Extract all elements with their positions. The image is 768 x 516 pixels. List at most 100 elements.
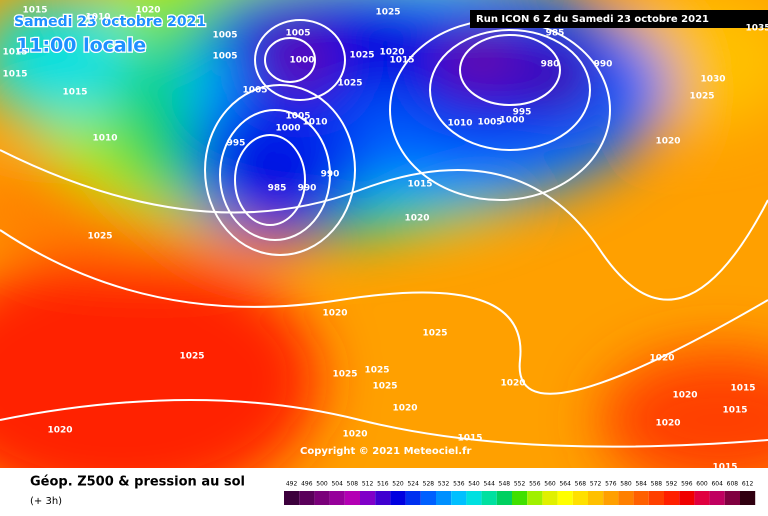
legend-label: 512	[362, 481, 374, 488]
legend-label: 504	[331, 481, 343, 488]
run-info: Run ICON 6 Z du Samedi 23 octobre 2021	[476, 14, 709, 25]
legend-label: 516	[377, 481, 389, 488]
legend-swatch	[572, 491, 588, 505]
isobar-label: 1000	[275, 124, 300, 134]
legend-swatch	[709, 491, 725, 505]
legend-label: 500	[316, 481, 328, 488]
legend-swatch	[466, 491, 482, 505]
legend-label: 540	[468, 481, 480, 488]
isobar-label: 1015	[2, 48, 27, 58]
isobar-label: 1005	[242, 86, 267, 96]
legend-label: 496	[301, 481, 313, 488]
isobar-label: 1015	[722, 406, 747, 416]
legend-label: 532	[438, 481, 450, 488]
legend-swatch	[451, 491, 467, 505]
legend-swatch	[512, 491, 528, 505]
isobar-label: 990	[298, 184, 317, 194]
legend-swatch	[527, 491, 543, 505]
legend-swatch	[375, 491, 391, 505]
legend-label: 584	[635, 481, 647, 488]
isobar-label: 1015	[2, 70, 27, 80]
isobar-label: 1010	[85, 13, 110, 23]
isobar-label: 1025	[337, 79, 362, 89]
legend-swatch	[648, 491, 664, 505]
isobar-label: 1025	[372, 382, 397, 392]
isobar-label: 1015	[407, 180, 432, 190]
isobar-label: 1020	[392, 404, 417, 414]
legend-label: 592	[666, 481, 678, 488]
isobar-label: 995	[513, 108, 532, 118]
legend-swatch	[344, 491, 360, 505]
local-time: 11:00 locale	[16, 35, 146, 57]
copyright: Copyright © 2021 Meteociel.fr	[300, 446, 471, 457]
isobar-label: 1010	[302, 118, 327, 128]
legend-swatch	[724, 491, 740, 505]
legend-label: 596	[681, 481, 693, 488]
legend-swatch	[618, 491, 634, 505]
isobar-label: 1020	[655, 137, 680, 147]
isobar-label: 1020	[342, 430, 367, 440]
legend-label: 608	[727, 481, 739, 488]
isobar-label: 985	[546, 29, 565, 39]
legend-swatch	[496, 491, 512, 505]
legend-label: 556	[529, 481, 541, 488]
legend-swatch	[588, 491, 604, 505]
isobar-label: 1025	[689, 92, 714, 102]
run-box	[470, 10, 768, 28]
isobar-label: 1000	[289, 56, 314, 66]
isobar-label: 1015	[62, 88, 87, 98]
isobar-label: 1015	[22, 6, 47, 16]
legend-swatch	[314, 491, 330, 505]
legend-swatch	[405, 491, 421, 505]
isobar-label: 1020	[135, 6, 160, 16]
legend-swatch	[329, 491, 345, 505]
legend-label: 580	[620, 481, 632, 488]
legend-label: 568	[575, 481, 587, 488]
legend-swatch	[557, 491, 573, 505]
legend-title: Géop. Z500 & pression au sol	[30, 475, 245, 490]
legend-swatch	[436, 491, 452, 505]
isobar-label: 1010	[92, 134, 117, 144]
legend-label: 508	[347, 481, 359, 488]
isobar-label: 1010	[447, 119, 472, 129]
legend-swatch	[481, 491, 497, 505]
isobar-label: 1020	[379, 48, 404, 58]
legend-label: 524	[407, 481, 419, 488]
isobar-label: 1035	[745, 24, 768, 34]
legend-label: 548	[499, 481, 511, 488]
isobar-label: 990	[594, 60, 613, 70]
isobar-label: 1030	[700, 75, 725, 85]
legend-swatch	[420, 491, 436, 505]
isobar-label: 985	[268, 184, 287, 194]
isobar-label: 1025	[364, 366, 389, 376]
isobar-label: 1005	[212, 31, 237, 41]
legend-label: 572	[590, 481, 602, 488]
legend-label: 588	[651, 481, 663, 488]
legend-swatch	[740, 491, 756, 505]
isobar-label: 1015	[457, 434, 482, 444]
legend-label: 536	[453, 481, 465, 488]
legend-swatch	[284, 491, 300, 505]
isobar-label: 1015	[730, 384, 755, 394]
isobar-label: 1015	[389, 56, 414, 66]
isobar-label: 1020	[655, 419, 680, 429]
legend-swatch	[360, 491, 376, 505]
legend-label: 604	[711, 481, 723, 488]
legend-label: 576	[605, 481, 617, 488]
isobar-label: 1025	[375, 8, 400, 18]
legend-label: 564	[559, 481, 571, 488]
legend-label: 600	[696, 481, 708, 488]
legend-swatch	[633, 491, 649, 505]
legend-swatch	[694, 491, 710, 505]
legend-swatch	[664, 491, 680, 505]
isobar-label: 1005	[285, 29, 310, 39]
legend-swatch	[299, 491, 315, 505]
isobar-label: 1025	[422, 329, 447, 339]
isobar-label: 1005	[212, 52, 237, 62]
date: Samedi 23 octobre 2021	[14, 14, 206, 30]
isobar-label: 1005	[285, 112, 310, 122]
legend-swatch	[390, 491, 406, 505]
isobar-label: 1025	[332, 370, 357, 380]
